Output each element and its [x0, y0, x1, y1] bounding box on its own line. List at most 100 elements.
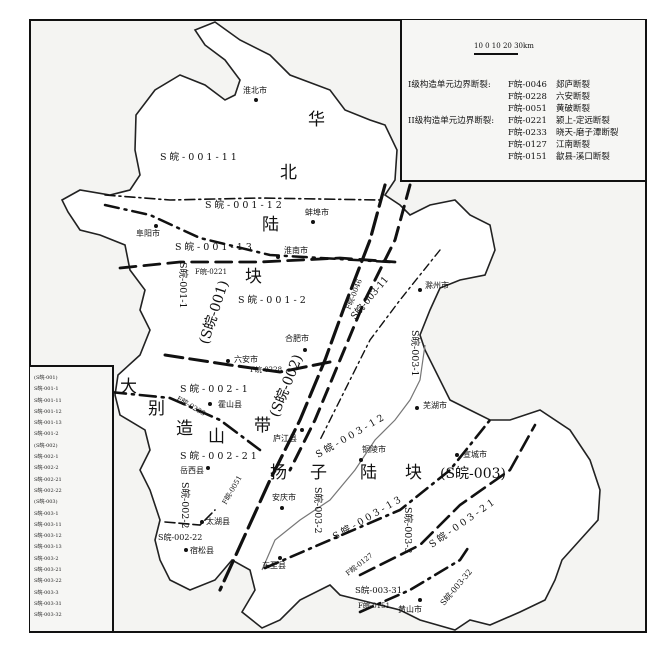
legend-fault-code: F皖-0046: [508, 80, 547, 90]
region-char: 陆: [360, 463, 377, 483]
unit-label-001-1: S皖-001-1: [177, 262, 189, 309]
region-char: 带: [254, 416, 271, 436]
legend-unit: S皖-003-22: [34, 578, 62, 585]
city-xuancheng: 宣城市: [463, 449, 487, 459]
fault-label-0228: F皖-0228: [250, 365, 282, 374]
unit-label-001-12: S 皖 - 0 0 1 - 1 2: [205, 199, 282, 211]
city-fuyang: 阜阳市: [136, 228, 160, 238]
fault-line-003-2: [358, 423, 537, 577]
unit-label-002-22: S皖-002-22: [158, 532, 202, 542]
legend-unit: S皖-002-1: [34, 454, 59, 461]
province-boundary: [60, 21, 601, 631]
city-hefei: 合肥市: [285, 333, 309, 343]
legend-unit: S皖-003-3: [34, 589, 59, 596]
fault-line-001-south: [118, 256, 397, 270]
unit-label-003: (S皖-003): [440, 466, 506, 482]
unit-label-003-1: S皖-003-1: [409, 330, 421, 377]
legend-unit: S皖-002-22: [34, 487, 62, 494]
city-bengbu: 蚌埠市: [305, 207, 329, 217]
fault-label-0221: F皖-0221: [195, 267, 227, 276]
legend-unit: (S皖-002): [34, 442, 58, 449]
scale-label: 10 0 10 20 30km: [474, 42, 534, 50]
legend-fault-code: F皖-0127: [508, 140, 547, 150]
legend-unit: S皖-002-21: [34, 476, 62, 483]
unit-boundary-002-2: [164, 509, 216, 526]
fault-legend: 10 0 10 20 30km I级构造单元边界断裂: F皖-0046 郯庐断裂…: [400, 20, 645, 182]
legend-unit: S皖-003-1: [34, 510, 59, 517]
city-chuzhou: 滁州市: [425, 280, 449, 290]
fault-line-0221: [103, 203, 392, 264]
legend-fault-name: 黄破断裂: [556, 104, 591, 114]
legend-unit: (S皖-001): [34, 375, 58, 381]
legend-fault-code: F皖-0221: [508, 116, 547, 126]
legend-fault-name: 六安断裂: [556, 92, 591, 102]
unit-boundary-001-12: [104, 194, 381, 201]
legend-fault-code: F皖-0151: [508, 152, 547, 162]
unit-label-002-1: S 皖 - 0 0 2 - 1: [180, 383, 248, 395]
scale-bar: [474, 53, 518, 55]
legend-unit: S皖-001-1: [34, 386, 59, 393]
legend-unit: S皖-003-32: [34, 612, 62, 619]
legend-unit: (S皖-003): [34, 499, 58, 506]
legend-unit: S皖-003-2: [34, 555, 59, 562]
region-char: 扬: [270, 463, 287, 483]
fault-line-0228: [163, 353, 332, 374]
legend-fault-name: 晓天-磨子潭断裂: [556, 128, 619, 138]
legend-unit: S皖-001-13: [34, 420, 62, 427]
city-lujiang: 庐江县: [273, 433, 297, 443]
fault-line-0046b: [288, 183, 412, 472]
city-anqing: 安庆市: [272, 492, 296, 502]
region-char: 块: [245, 267, 262, 287]
unit-boundary-003-1: [319, 249, 441, 441]
legend-unit: S皖-002-2: [34, 465, 59, 472]
region-char: 造: [176, 419, 193, 439]
legend-class2-title: II级构造单元边界断裂:: [408, 116, 495, 126]
legend-class1-title: I级构造单元边界断裂:: [408, 80, 491, 90]
city-huainan: 淮南市: [284, 245, 308, 255]
city-wuhu: 芜湖市: [423, 400, 447, 410]
city-huoshan: 霍山县: [218, 399, 242, 409]
region-char: 陆: [262, 215, 279, 235]
legend-unit: S皖-003-12: [34, 533, 62, 540]
fault-line-0233: [108, 390, 262, 452]
fault-label-0151: F皖-0151: [358, 601, 390, 610]
region-char: 别: [148, 399, 165, 419]
unit-label-003-31: S皖-003-31: [355, 585, 402, 596]
region-char: 山: [208, 427, 225, 447]
fault-line-0046: [218, 183, 387, 592]
region-char: 北: [280, 163, 297, 183]
unit-label-001-13: S 皖 - 0 0 1 - 1 3: [175, 241, 252, 253]
legend-fault-name: 江南断裂: [556, 140, 591, 150]
city-dongzhi: 东至县: [262, 560, 286, 570]
legend-fault-code: F皖-0051: [508, 104, 547, 114]
city-taihu: 太湖县: [206, 516, 230, 526]
legend-unit: S皖-003-21: [34, 567, 62, 574]
unit-label-003-3: S皖-003-3: [402, 507, 414, 554]
city-susong: 宿松县: [190, 545, 214, 555]
city-yuexi: 岳西县: [180, 465, 204, 475]
region-char: 子: [310, 463, 327, 483]
fault-line-0127: [263, 418, 492, 570]
legend-unit: S皖-003-31: [34, 600, 62, 607]
legend-unit: S皖-003-13: [34, 544, 62, 551]
unit-label-002-21: S 皖 - 0 0 2 - 2 1: [180, 450, 257, 462]
region-char: 大: [120, 377, 137, 397]
region-char: 华: [308, 110, 325, 130]
city-huangshan: 黄山市: [398, 604, 422, 614]
unit-label-001-2: S 皖 - 0 0 1 - 2: [238, 294, 306, 306]
city-huaibei: 淮北市: [243, 85, 267, 95]
unit-legend: (S皖-001) S皖-001-1 S皖-001-11 S皖-001-12 S皖…: [30, 365, 114, 631]
yangtze-river: [261, 344, 426, 571]
region-char: 块: [405, 463, 422, 483]
legend-fault-code: F皖-0233: [508, 128, 547, 138]
legend-fault-name: 郯庐断裂: [556, 80, 591, 90]
unit-label-003-2: S皖-003-2: [312, 487, 324, 534]
fault-line-0151: [358, 543, 472, 614]
legend-unit: S皖-001-12: [34, 408, 62, 415]
unit-label-001-11: S 皖 - 0 0 1 - 1 1: [160, 151, 237, 163]
city-luan: 六安市: [234, 354, 258, 364]
legend-unit: S皖-001-2: [34, 431, 59, 438]
legend-unit: S皖-003-11: [34, 521, 62, 528]
city-tongling: 铜陵市: [362, 444, 386, 454]
